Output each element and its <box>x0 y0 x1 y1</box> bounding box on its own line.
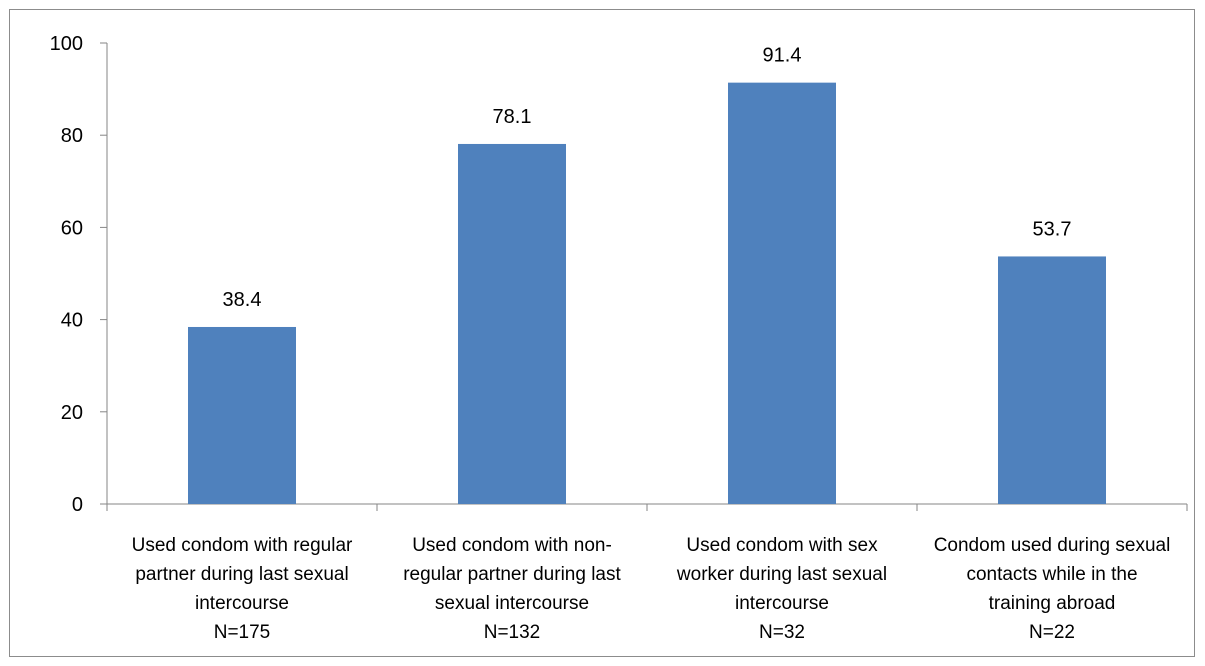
chart-bars <box>188 82 1106 505</box>
x-category-label-line: training abroad <box>989 593 1116 614</box>
x-category-label-line: Condom used during sexual <box>934 535 1171 556</box>
x-category-label: Used condom with regular partner during l… <box>132 535 353 643</box>
bar <box>998 256 1106 504</box>
data-label: 91.4 <box>763 45 802 67</box>
x-category-label-line: Used condom with non- <box>412 535 612 556</box>
y-tick-label: 60 <box>61 217 83 239</box>
x-category-label: Used condom with non-regular partner dur… <box>403 535 621 643</box>
bar <box>458 143 566 505</box>
x-category-label-line: contacts while in the <box>966 564 1137 585</box>
y-tick-label: 0 <box>72 494 83 516</box>
x-category-label-line: Used condom with sex <box>686 535 878 556</box>
x-category-label-line: N=32 <box>759 622 805 643</box>
x-category-label-line: intercourse <box>195 593 289 614</box>
y-tick-label: 40 <box>61 310 83 332</box>
bar <box>728 82 836 504</box>
x-category-label-line: regular partner during last <box>403 564 621 585</box>
x-category-label-line: N=132 <box>484 622 541 643</box>
x-category-label-line: intercourse <box>735 593 829 614</box>
y-tick-label: 80 <box>61 125 83 147</box>
data-label: 53.7 <box>1033 218 1072 240</box>
x-category-label-line: partner during last sexual <box>135 564 348 585</box>
x-category-label-line: worker during last sexual <box>676 564 887 585</box>
x-category-label: Used condom with sex worker during last s… <box>676 535 887 643</box>
data-label: 38.4 <box>223 289 262 311</box>
data-label: 78.1 <box>493 106 532 128</box>
chart-labels: 0 20 40 60 80 100 38.4 Used condom with regular… <box>50 33 1171 643</box>
x-category-label: Condom used during sexual contacts while … <box>934 535 1171 643</box>
x-category-label-line: N=175 <box>214 622 271 643</box>
x-category-label-line: N=22 <box>1029 622 1075 643</box>
bar <box>188 326 296 504</box>
y-tick-label: 100 <box>50 33 83 55</box>
y-tick-label: 20 <box>61 402 83 424</box>
x-category-label-line: sexual intercourse <box>435 593 589 614</box>
x-category-label-line: Used condom with regular <box>132 535 353 556</box>
